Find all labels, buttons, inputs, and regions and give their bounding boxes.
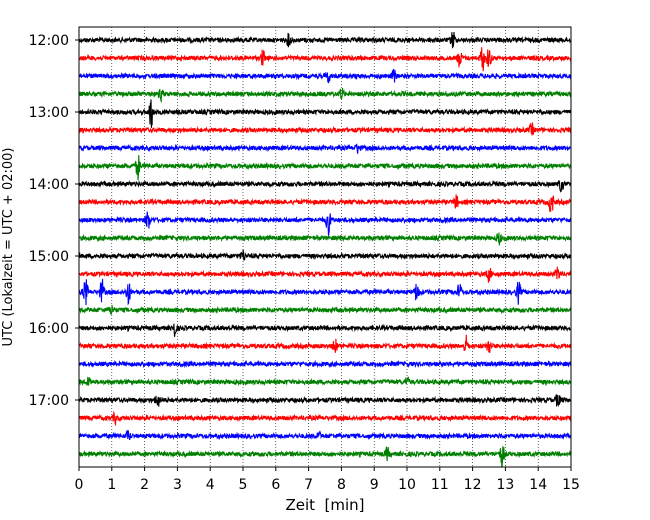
x-tick-label: 13: [496, 477, 514, 493]
seismic-trace: [78, 446, 572, 468]
seismic-trace: [78, 99, 572, 128]
seismic-traces: [78, 31, 572, 468]
y-tick-label: 12:00: [29, 33, 69, 49]
x-tick-label: 14: [529, 477, 547, 493]
y-tick-label: 13:00: [29, 105, 69, 121]
x-tick-label: 8: [337, 477, 346, 493]
seismic-trace: [78, 68, 572, 84]
seismic-trace: [78, 304, 572, 315]
y-tick-label: 17:00: [29, 393, 69, 409]
seismic-trace: [78, 266, 572, 283]
seismic-trace: [78, 410, 572, 427]
seismic-trace: [78, 376, 572, 387]
x-axis: 0 1 2 3 4 5 6 7 8 9 10 11 12 13 14 15: [75, 467, 580, 493]
y-tick-label: 15:00: [29, 249, 69, 265]
seismic-trace: [78, 31, 572, 49]
x-tick-label: 3: [173, 477, 182, 493]
x-tick-label: 1: [107, 477, 116, 493]
seismic-trace: [78, 232, 572, 246]
x-tick-label: 11: [431, 477, 449, 493]
x-tick-label: 4: [206, 477, 215, 493]
seismic-trace: [78, 430, 572, 441]
y-axis: 12:00 13:00 14:00 15:00 16:00 17:00: [29, 33, 79, 409]
seismic-trace: [78, 211, 572, 237]
seismic-trace: [78, 143, 572, 154]
y-tick-label: 14:00: [29, 177, 69, 193]
seismic-trace: [78, 278, 572, 306]
x-tick-label: 6: [271, 477, 280, 493]
x-tick-label: 7: [304, 477, 313, 493]
seismic-trace: [78, 122, 572, 136]
seismic-trace: [78, 47, 572, 72]
seismic-trace: [78, 334, 572, 353]
x-tick-label: 12: [464, 477, 482, 493]
seismic-trace: [78, 323, 572, 337]
seismic-trace: [78, 179, 572, 194]
seismic-trace: [78, 194, 572, 212]
y-axis-label: UTC (Lokalzeit = UTC + 02:00): [1, 148, 16, 347]
x-tick-label: 10: [398, 477, 416, 493]
x-tick-label: 0: [75, 477, 84, 493]
seismic-trace: [78, 394, 572, 408]
x-tick-label: 15: [562, 477, 580, 493]
seismic-trace: [78, 155, 572, 181]
x-tick-label: 9: [370, 477, 379, 493]
seismic-trace: [78, 249, 572, 261]
x-tick-label: 5: [239, 477, 248, 493]
seismic-trace: [78, 359, 572, 369]
y-tick-label: 16:00: [29, 321, 69, 337]
seismic-trace: [78, 88, 572, 104]
x-tick-label: 2: [140, 477, 149, 493]
plot-frame: [78, 26, 572, 468]
x-axis-label: Zeit [min]: [285, 496, 364, 514]
